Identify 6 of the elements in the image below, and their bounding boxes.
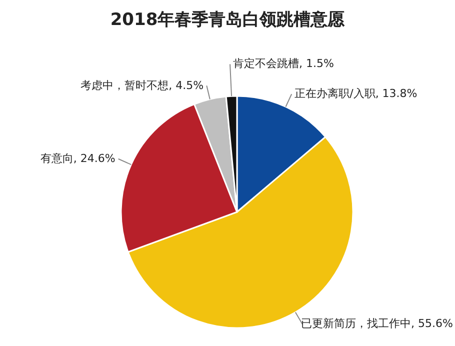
slice-label: 考虑中，暂时不想, 4.5% [80,78,204,93]
slice-label: 已更新简历，找工作中, 55.6% [301,317,453,332]
slice-label: 有意向, 24.6% [40,152,116,166]
chart-title: 2018年春季青岛白领跳槽意愿 [109,9,346,31]
slice-label: 正在办离职/入职, 13.8% [294,87,418,102]
slice-label: 肯定不会跳槽, 1.5% [233,57,334,72]
